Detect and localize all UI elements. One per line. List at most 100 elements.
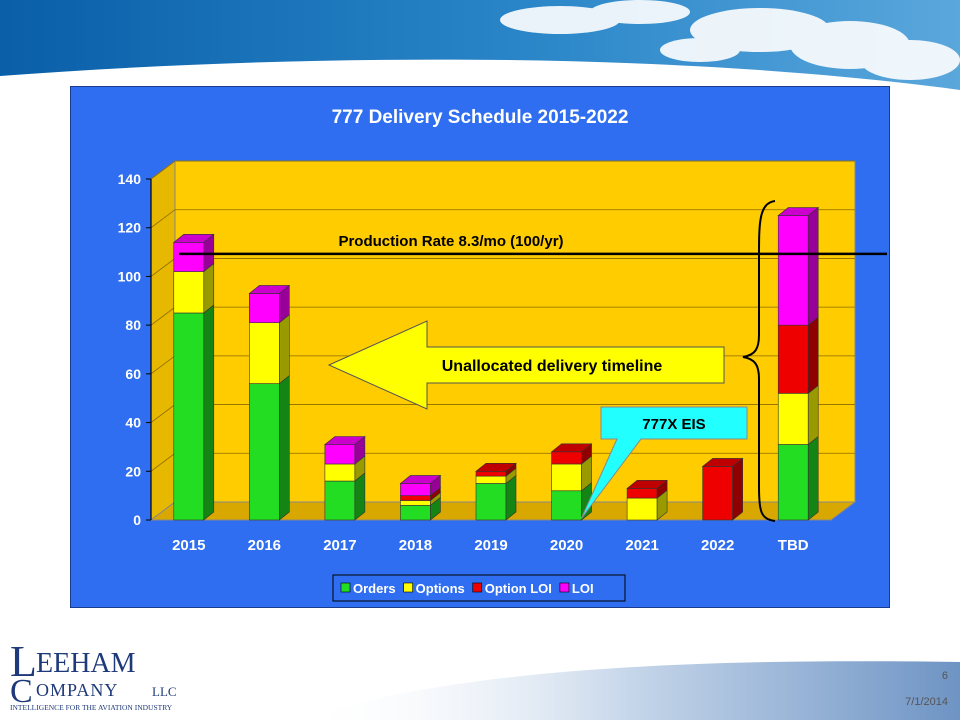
bar-side (279, 314, 290, 385)
bar-top (701, 458, 744, 467)
footer-band (300, 661, 960, 720)
bar-top (324, 436, 366, 445)
bar-front (324, 444, 356, 465)
bar-front (400, 495, 431, 501)
chart-panel: 777 Delivery Schedule 2015-2022 0 20 40 60 8… (70, 86, 890, 608)
bar-side (203, 304, 215, 521)
bar-front (551, 463, 582, 492)
bar-front (777, 444, 809, 521)
chart-title: 777 Delivery Schedule 2015-2022 (332, 107, 629, 128)
legend-item: LOI (559, 581, 594, 596)
legend-swatch (472, 582, 483, 593)
x-tick-label: 2015 (172, 537, 205, 554)
x-tick-label: 2017 (323, 537, 356, 554)
bar-side (807, 316, 819, 394)
bar-side (807, 384, 819, 446)
production-rate-line: Production Rate 8.3/mo (100/yr) (179, 233, 887, 256)
bar-front (777, 324, 809, 394)
x-tick-label: TBD (778, 537, 809, 554)
bar-front (626, 488, 658, 499)
logo-graphic: L EEHAM C OMPANY LLC INTELLIGENCE FOR TH… (10, 637, 177, 712)
y-tick-label: 120 (118, 220, 142, 236)
leeham-logo: L EEHAM C OMPANY LLC INTELLIGENCE FOR TH… (6, 636, 206, 716)
x-tick-label: 2016 (248, 537, 281, 554)
bar-front (400, 500, 431, 506)
bar-front (777, 393, 809, 445)
bar-front (475, 475, 507, 484)
bar-front (324, 480, 356, 521)
slide-date: 7/1/2014 (905, 696, 948, 708)
tbd-brace (742, 200, 776, 522)
sky-banner (0, 0, 960, 90)
bar-segment (777, 435, 819, 521)
bar-side (732, 457, 743, 521)
legend-label: LOI (572, 581, 594, 596)
bar-side (807, 435, 819, 521)
bar-front (249, 322, 280, 384)
bars (172, 206, 820, 521)
bar-front (324, 463, 356, 482)
legend-label: Orders (353, 581, 396, 596)
bar-segment (399, 474, 442, 497)
bar-segment (551, 482, 592, 521)
legend: Orders Options Option LOI LOI (332, 574, 626, 602)
y-tick-label: 140 (118, 171, 142, 187)
bar-front (249, 383, 280, 521)
side-wall (150, 160, 176, 521)
bar-front (777, 215, 809, 326)
bar-front (173, 312, 205, 521)
bar-segment (249, 374, 290, 521)
bar-top (626, 480, 668, 489)
bar-segment (626, 479, 668, 499)
x-tick-label: 2018 (399, 537, 432, 554)
bar-segment (172, 233, 215, 273)
bar-segment (173, 304, 215, 521)
x-tick-label: 2019 (474, 537, 507, 554)
bar-top (399, 475, 442, 484)
bar-segment (777, 384, 819, 446)
bar-front (475, 470, 507, 477)
bar-side (203, 262, 215, 314)
logo-suffix: LLC (152, 684, 177, 699)
bar-segment (324, 435, 366, 465)
bar-segment (249, 314, 290, 385)
bar-front (626, 497, 658, 521)
y-tick-label: 100 (118, 268, 142, 284)
bar-segment (475, 462, 517, 477)
legend-item: Option LOI (472, 581, 552, 596)
unallocated-arrow: Unallocated delivery timeline (327, 320, 725, 410)
bar-front (173, 242, 205, 272)
bar-side (807, 206, 819, 326)
cloud-decoration (500, 0, 960, 80)
bar-segment (475, 474, 517, 521)
x-tick-label: 2020 (550, 537, 583, 554)
bar-front (173, 271, 205, 314)
y-tick-label: 0 (133, 512, 141, 528)
legend-item: Options (403, 581, 465, 596)
y-tick-label: 20 (125, 463, 141, 479)
logo-letter-l: L (10, 637, 37, 686)
bar-front (249, 293, 280, 324)
logo-letter-c: C (10, 673, 33, 710)
callout-label: 777X EIS (642, 416, 705, 433)
bar-front (702, 466, 733, 521)
bar-top (475, 462, 517, 472)
bar-segment (551, 455, 592, 492)
bar-segment (400, 496, 441, 521)
y-tick-label: 80 (125, 317, 141, 333)
bar-segment (701, 457, 744, 521)
bar-front (475, 483, 507, 521)
bar-top (550, 443, 593, 453)
bar-segment (626, 489, 668, 521)
x-tick-label: 2021 (625, 537, 658, 554)
bar-segment (777, 316, 819, 394)
bar-top (248, 285, 291, 294)
legend-swatch (559, 582, 570, 593)
legend-item: Orders (340, 581, 396, 596)
y-tick-label: 60 (125, 366, 141, 382)
bar-front (400, 505, 431, 521)
x-axis: 2015 2016 2017 2018 2019 2020 2021 2022 TBD (172, 537, 809, 554)
x-tick-label: 2022 (701, 537, 734, 554)
y-axis: 0 20 40 60 80 100 120 140 (118, 171, 152, 528)
bar-front (400, 483, 431, 496)
